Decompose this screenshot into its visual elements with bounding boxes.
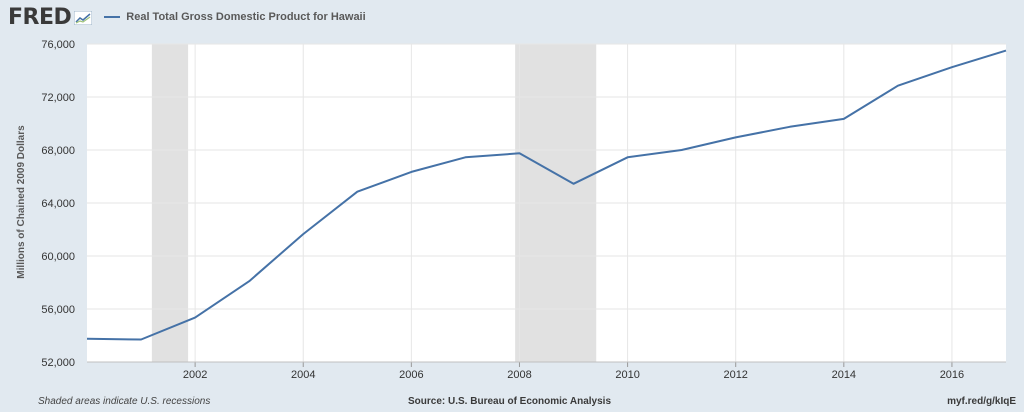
y-tick-label: 56,000 [41,304,75,316]
legend-swatch [104,16,121,18]
y-tick-label: 68,000 [41,145,75,157]
legend-label: Real Total Gross Domestic Product for Ha… [126,11,366,23]
series-line [86,49,1007,341]
x-tick-label: 2002 [183,369,207,381]
x-axis-ticks: 2002 2004 2006 2008 2010 2012 2014 2016 [87,361,1006,381]
x-tick-label: 2008 [507,369,531,381]
y-tick-label: 72,000 [41,92,75,104]
y-tick-label: 60,000 [41,251,75,263]
fred-logo[interactable]: FRED [8,4,72,30]
y-axis-label: Millions of Chained 2009 Dollars [16,125,27,279]
chart-header: FRED Real Total Gross Domestic Product f… [8,4,366,30]
y-axis-ticks: 52,000 56,000 60,000 64,000 68,000 72,000 76,0… [41,39,75,369]
series-lines [86,49,1007,341]
recession-note: Shaded areas indicate U.S. recessions [38,396,211,407]
x-tick-label: 2004 [291,369,315,381]
source-text: Source: U.S. Bureau of Economic Analysis [408,396,612,407]
y-tick-label: 64,000 [41,198,75,210]
x-tick-label: 2006 [399,369,423,381]
trend-graph-icon [74,11,93,25]
short-link[interactable]: myf.red/g/kIqE [947,396,1016,407]
x-tick-label: 2010 [615,369,639,381]
y-tick-label: 76,000 [41,39,75,51]
x-tick-label: 2016 [940,369,964,381]
x-tick-label: 2014 [832,369,856,381]
chart-legend: Real Total Gross Domestic Product for Ha… [104,11,366,23]
x-tick-label: 2012 [723,369,747,381]
y-tick-label: 52,000 [41,357,75,369]
